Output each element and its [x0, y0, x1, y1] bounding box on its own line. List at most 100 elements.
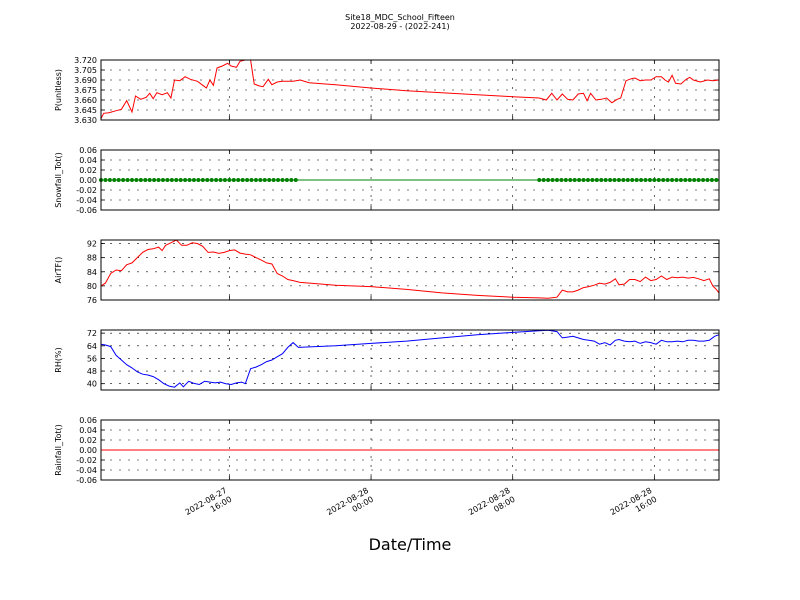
- y-tick-label: 48: [87, 367, 97, 376]
- data-point: [284, 178, 289, 182]
- data-point: [537, 178, 542, 182]
- data-point: [231, 178, 236, 182]
- x-tick-label: 2022-08-2808:00: [467, 486, 517, 526]
- data-point: [209, 178, 214, 182]
- subplot-2: -0.06-0.04-0.020.000.020.040.06 Snowfall_…: [54, 146, 720, 215]
- subplot-3: 76 80 84 88 92 AirTF(): [54, 239, 720, 305]
- plot-area: [101, 330, 719, 390]
- data-point: [116, 178, 121, 182]
- y-tick-label: 64: [87, 342, 97, 351]
- data-point: [196, 178, 201, 182]
- y-tick-label: 80: [87, 282, 97, 291]
- y-tick-label: 84: [87, 268, 97, 277]
- data-point: [262, 178, 267, 182]
- chart-title: Site18_MDC_School_Fifteen: [345, 13, 455, 22]
- y-tick-label: 40: [87, 380, 97, 389]
- data-point: [249, 178, 254, 182]
- y-axis-label: Snowfall_Tot(): [54, 152, 63, 208]
- data-point: [280, 178, 285, 182]
- x-axis-ticks: 2022-08-2716:00 2022-08-2800:00 2022-08-28…: [184, 486, 659, 526]
- data-point: [568, 178, 573, 182]
- y-tick-label: 3.645: [74, 106, 97, 115]
- data-point: [683, 178, 688, 182]
- data-point: [165, 178, 170, 182]
- data-point: [630, 178, 635, 182]
- data-point: [125, 178, 130, 182]
- y-axis-label: AirTF(): [54, 257, 63, 284]
- data-point: [147, 178, 152, 182]
- data-point: [674, 178, 679, 182]
- data-point: [258, 178, 263, 182]
- data-point: [138, 178, 143, 182]
- data-point: [107, 178, 112, 182]
- data-point: [222, 178, 227, 182]
- data-point: [714, 178, 719, 182]
- y-tick-label: 92: [87, 240, 97, 249]
- data-point: [112, 178, 117, 182]
- data-point: [240, 178, 245, 182]
- data-point: [701, 178, 706, 182]
- data-point: [599, 178, 604, 182]
- y-tick-label: -0.06: [76, 476, 97, 485]
- data-point: [661, 178, 666, 182]
- y-tick-label: 0.02: [79, 166, 97, 175]
- plot-frame: [100, 329, 720, 391]
- y-tick-label: -0.04: [76, 196, 97, 205]
- data-point: [621, 178, 626, 182]
- data-point: [129, 178, 134, 182]
- data-point: [687, 178, 692, 182]
- data-point: [643, 178, 648, 182]
- y-tick-label: 72: [87, 329, 97, 338]
- data-point: [639, 178, 644, 182]
- data-point: [559, 178, 564, 182]
- y-tick-label: 3.630: [74, 116, 97, 125]
- data-point: [236, 178, 241, 182]
- data-point: [705, 178, 710, 182]
- data-point: [183, 178, 188, 182]
- y-tick-label: 0.00: [79, 176, 97, 185]
- subplot-5: -0.06-0.04-0.020.000.020.040.06 Rainfall_…: [54, 416, 720, 485]
- data-point: [709, 178, 714, 182]
- y-tick-label: 3.660: [74, 96, 97, 105]
- series-line: [100, 59, 720, 119]
- y-tick-label: 0.00: [79, 446, 97, 455]
- y-tick-label: 56: [87, 354, 97, 363]
- chart-subtitle: 2022-08-29 - (2022-241): [350, 22, 449, 31]
- y-tick-label: -0.04: [76, 466, 97, 475]
- data-point: [590, 178, 595, 182]
- data-point: [276, 178, 281, 182]
- data-point: [585, 178, 590, 182]
- data-point: [550, 178, 555, 182]
- data-point: [554, 178, 559, 182]
- data-point: [156, 178, 161, 182]
- data-point: [665, 178, 670, 182]
- data-point: [647, 178, 652, 182]
- data-point: [670, 178, 675, 182]
- plot-frame: [100, 59, 720, 121]
- data-point: [143, 178, 148, 182]
- y-tick-label: 3.675: [74, 86, 97, 95]
- plot-frame: [100, 419, 720, 481]
- data-point: [293, 178, 298, 182]
- data-point: [214, 178, 219, 182]
- data-point: [634, 178, 639, 182]
- series-line: [100, 329, 720, 388]
- data-point: [546, 178, 551, 182]
- y-axis-label: Rainfall_Tot(): [54, 424, 63, 476]
- data-point: [121, 178, 126, 182]
- data-point: [541, 178, 546, 182]
- data-point: [652, 178, 657, 182]
- y-tick-label: 3.690: [74, 76, 97, 85]
- y-tick-label: -0.06: [76, 206, 97, 215]
- data-point: [205, 178, 210, 182]
- data-point: [253, 178, 258, 182]
- data-point: [289, 178, 294, 182]
- y-tick-label: 0.04: [79, 426, 97, 435]
- data-point: [577, 178, 582, 182]
- data-point: [152, 178, 157, 182]
- data-point: [696, 178, 701, 182]
